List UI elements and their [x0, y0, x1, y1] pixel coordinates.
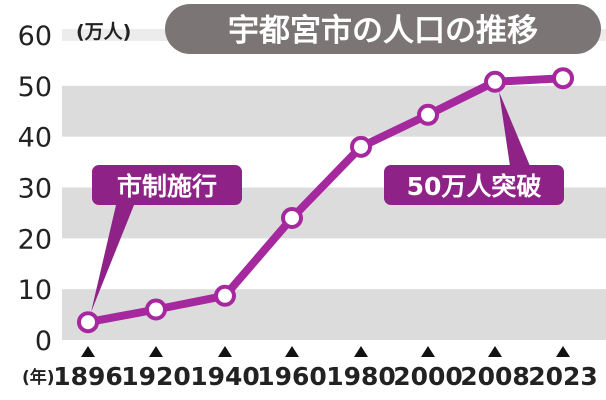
data-point — [552, 67, 574, 90]
x-tick-label: 2008 — [460, 362, 530, 391]
y-axis-unit-label: (万人) — [76, 21, 131, 43]
data-point — [145, 298, 167, 321]
annotation-city-established-text: 市制施行 — [117, 172, 217, 201]
data-point — [77, 311, 99, 334]
y-tick-label: 50 — [18, 72, 52, 103]
x-tick-marker — [81, 346, 95, 357]
series-line — [84, 74, 567, 327]
annotation-city-established-box — [92, 165, 242, 205]
data-point — [417, 103, 439, 126]
data-point — [214, 284, 236, 307]
data-points — [77, 67, 574, 334]
x-tick-marker — [488, 346, 502, 357]
annotation-500k: 50万人突破 — [384, 165, 564, 205]
x-tick-label: 2023 — [528, 362, 598, 391]
chart-title: 宇都宮市の人口の推移 — [165, 4, 601, 54]
annotation-city-established-leader — [91, 205, 134, 313]
x-tick-marker — [556, 346, 570, 357]
chart-title-text: 宇都宮市の人口の推移 — [228, 13, 538, 49]
y-axis: 0 10 20 30 40 50 60 — [18, 21, 52, 357]
chart-title-background — [165, 4, 601, 54]
annotation-500k-leader — [499, 91, 530, 166]
y-tick-label: 30 — [18, 174, 52, 205]
y-tick-label: 10 — [18, 275, 52, 306]
x-tick-marker — [149, 346, 163, 357]
data-point — [281, 207, 303, 229]
data-point — [484, 70, 506, 93]
annotation-leaders — [91, 91, 530, 313]
x-axis-unit-label: (年) — [22, 367, 55, 388]
x-tick-label: 1940 — [190, 362, 260, 391]
y-tick-label: 40 — [18, 123, 52, 154]
x-tick-label: 1980 — [326, 362, 396, 391]
annotation-city-established: 市制施行 — [92, 165, 242, 205]
y-tick-label: 20 — [18, 224, 52, 255]
annotation-500k-text: 50万人突破 — [407, 172, 542, 201]
x-tick-marker — [218, 346, 232, 357]
x-tick-marker — [285, 346, 299, 357]
annotation-500k-box — [384, 165, 564, 205]
x-tick-label: 1896 — [53, 362, 123, 391]
data-point — [350, 135, 372, 158]
y-tick-label: 0 — [35, 326, 52, 357]
x-tick-marker — [354, 346, 368, 357]
x-tick-marker — [421, 346, 435, 357]
y-tick-label: 60 — [18, 21, 52, 52]
x-tick-label: 1960 — [257, 362, 327, 391]
x-tick-label: 2000 — [393, 362, 463, 391]
grid-band — [62, 85, 606, 137]
x-tick-label: 1920 — [121, 362, 191, 391]
